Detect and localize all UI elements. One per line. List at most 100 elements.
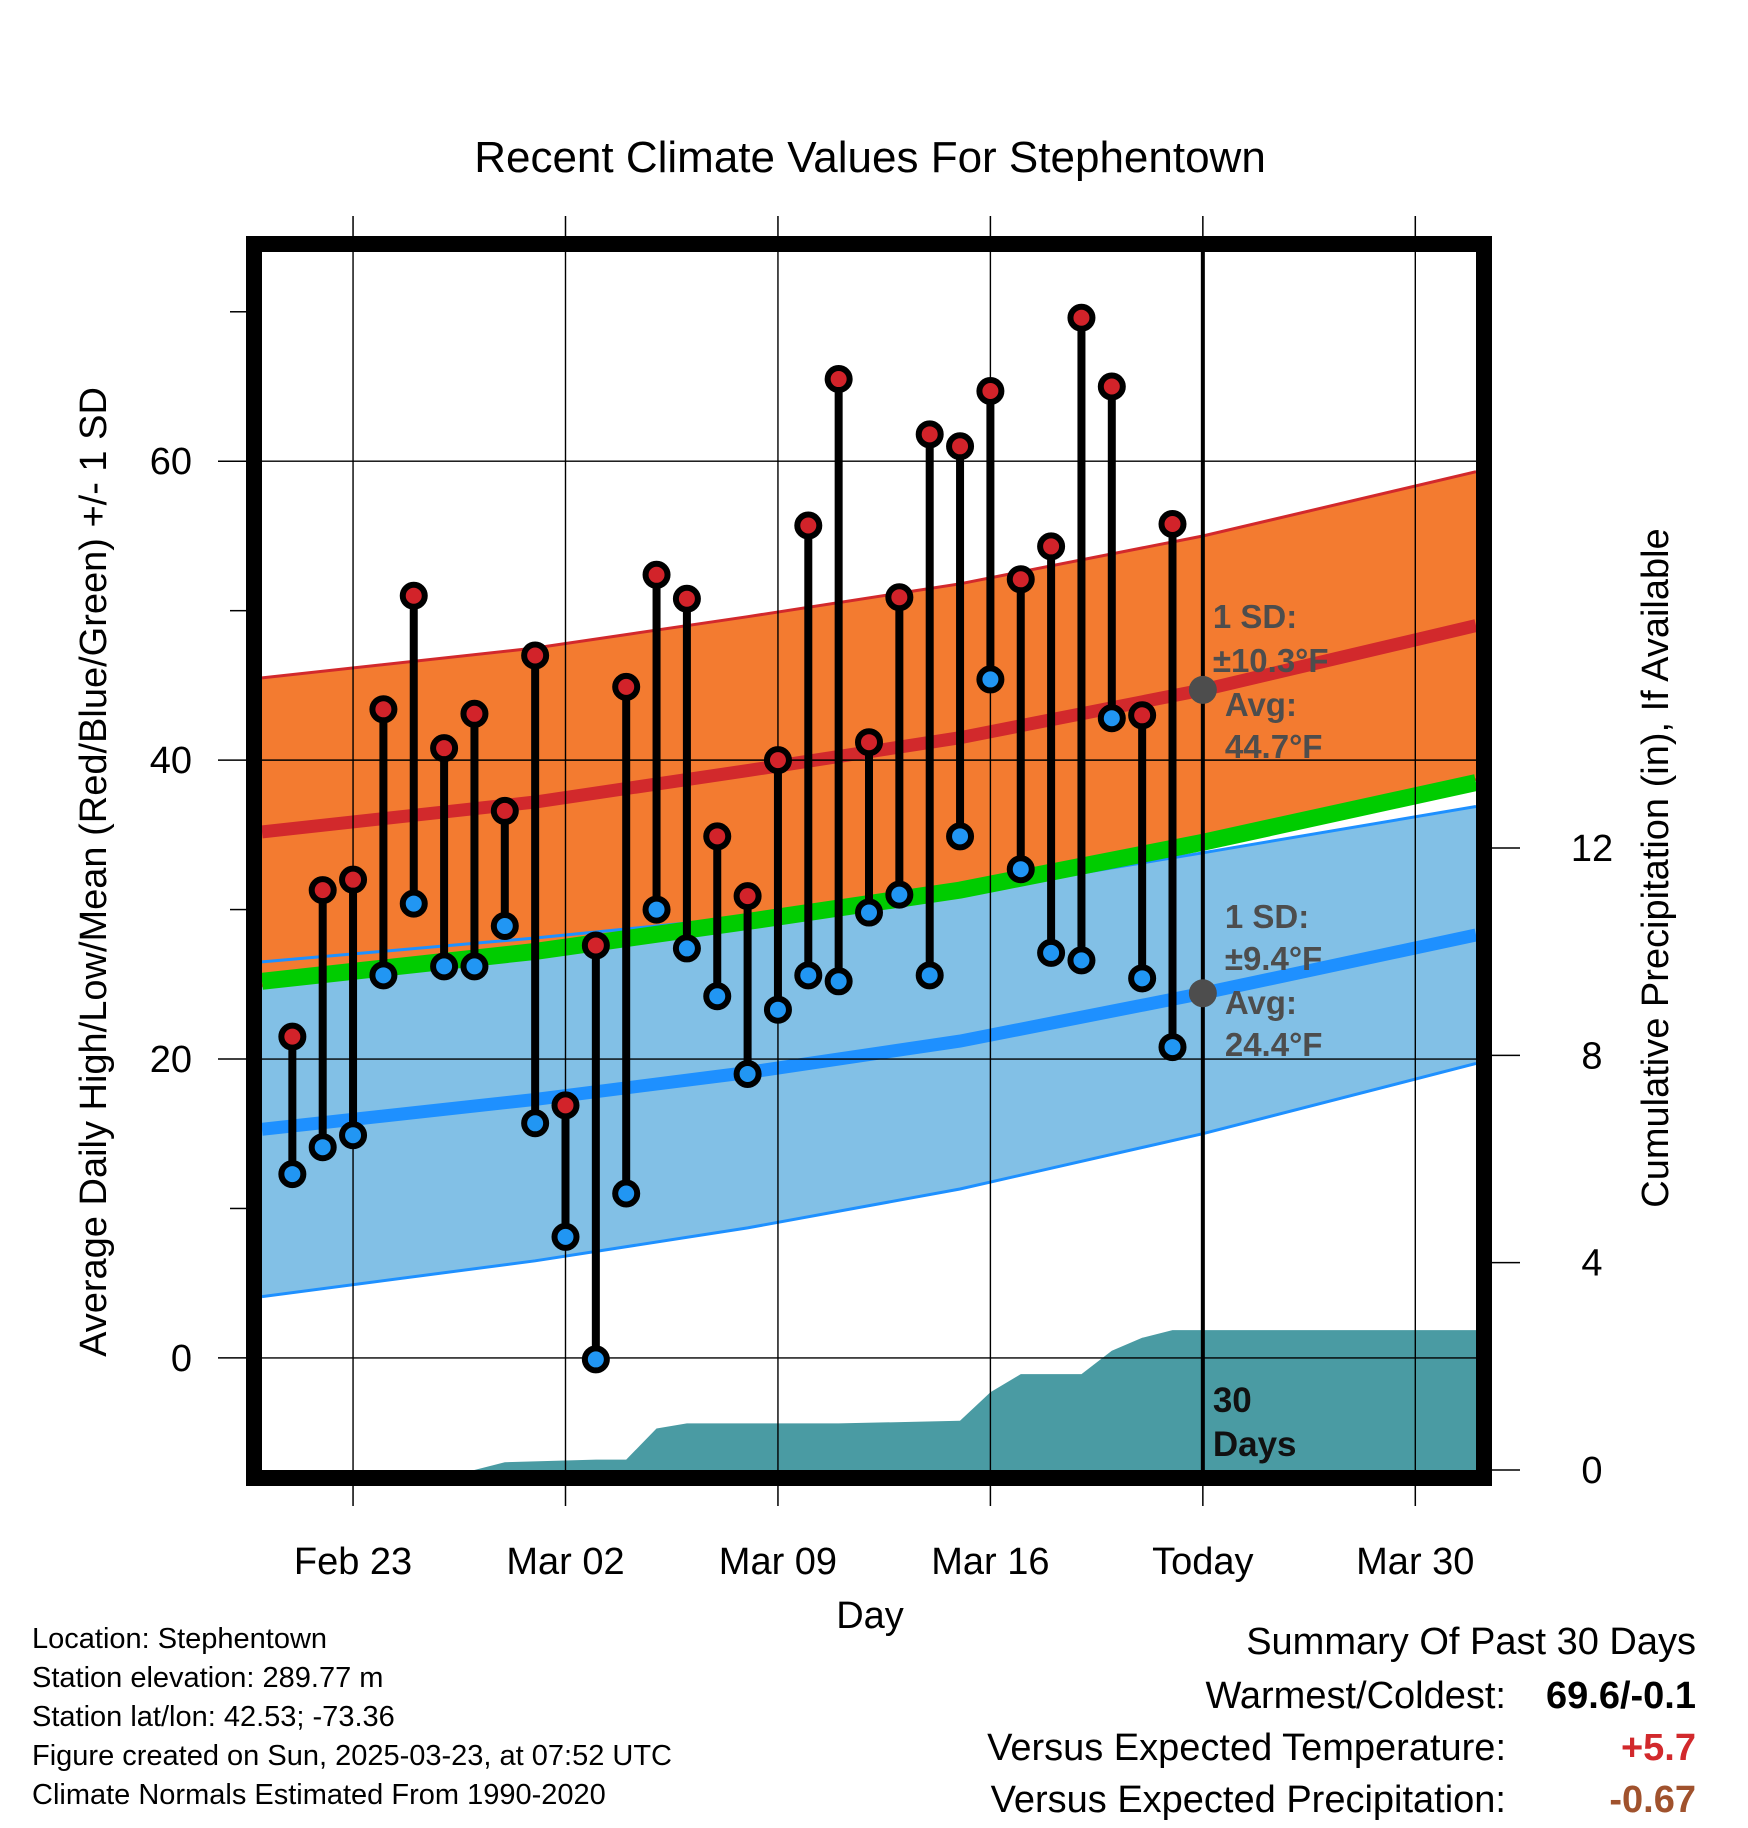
- high-band-upper-edge: [262, 470, 1476, 680]
- obs-high-point: [551, 1091, 580, 1120]
- obs-low-point: [672, 934, 701, 963]
- obs-high-point: [612, 672, 641, 701]
- obs-low-point: [794, 961, 823, 990]
- obs-low-point: [399, 889, 428, 918]
- obs-low-point: [885, 880, 914, 909]
- y-axis-label: Average Daily High/Low/Mean (Red/Blue/Gr…: [73, 387, 115, 1357]
- warmest-coldest-label: Warmest/Coldest:: [1205, 1675, 1506, 1717]
- obs-low-point: [1006, 855, 1035, 884]
- temp-departure-label: Versus Expected Temperature:: [987, 1727, 1506, 1769]
- obs-high-point: [946, 432, 975, 461]
- obs-high-point: [642, 560, 671, 589]
- obs-high-point: [308, 876, 337, 905]
- obs-low-point: [1158, 1033, 1187, 1062]
- x-axis-label: Day: [836, 1595, 904, 1637]
- temp-departure-row: Versus Expected Temperature: +5.7: [987, 1722, 1696, 1774]
- obs-low-point: [642, 895, 671, 924]
- obs-low-point: [460, 952, 489, 981]
- obs-low-point: [308, 1133, 337, 1162]
- obs-low-point: [430, 952, 459, 981]
- obs-high-point: [703, 822, 732, 851]
- obs-high-point: [490, 796, 519, 825]
- warmest-coldest-value: 69.6/-0.1: [1546, 1675, 1696, 1717]
- x-tick-label: Feb 23: [294, 1541, 412, 1583]
- low-sd-label: 1 SD:: [1225, 898, 1309, 935]
- obs-low-point: [946, 822, 975, 851]
- plot-content: [262, 252, 1476, 1470]
- obs-high-point: [794, 511, 823, 540]
- obs-high-point: [976, 376, 1005, 405]
- obs-low-point: [1128, 964, 1157, 993]
- x-tick-label: Mar 02: [506, 1541, 624, 1583]
- y2-tick-label: 12: [1571, 828, 1613, 870]
- low-band-lower-edge: [262, 1062, 1476, 1299]
- obs-high-point: [1128, 701, 1157, 730]
- y-tick-label: 0: [171, 1338, 192, 1380]
- high-avg-value: 44.7°F: [1225, 728, 1323, 765]
- high-sd-value: ±10.3°F: [1213, 642, 1329, 679]
- plot-frame: [246, 236, 1492, 1486]
- obs-high-point: [369, 695, 398, 724]
- obs-low-point: [763, 995, 792, 1024]
- precip-departure-value: -0.67: [1609, 1779, 1696, 1821]
- y2-tick-label: 4: [1581, 1243, 1602, 1285]
- obs-high-point: [1097, 372, 1126, 401]
- obs-high-point: [763, 746, 792, 775]
- summary-panel: Summary Of Past 30 Days Warmest/Coldest:…: [987, 1614, 1696, 1826]
- obs-high-point: [915, 420, 944, 449]
- obs-high-point: [1006, 565, 1035, 594]
- latlon-text: Station lat/lon: 42.53; -73.36: [32, 1701, 395, 1733]
- window-days-number: 30: [1213, 1381, 1252, 1420]
- x-tick-label: Today: [1152, 1541, 1253, 1583]
- obs-high-point: [672, 584, 701, 613]
- obs-high-point: [460, 699, 489, 728]
- obs-low-point: [976, 665, 1005, 694]
- obs-low-point: [1067, 946, 1096, 975]
- obs-low-point: [339, 1121, 368, 1150]
- low-avg-label: Avg:: [1225, 984, 1297, 1021]
- chart-title: Recent Climate Values For Stephentown: [474, 133, 1266, 182]
- elevation-text: Station elevation: 289.77 m: [32, 1662, 384, 1694]
- low-avg-value: 24.4°F: [1225, 1026, 1323, 1063]
- obs-low-point: [915, 961, 944, 990]
- obs-low-point: [1037, 938, 1066, 967]
- obs-high-point: [1067, 303, 1096, 332]
- y-tick-label: 40: [150, 740, 192, 782]
- summary-heading: Summary Of Past 30 Days: [1246, 1621, 1696, 1663]
- x-tick-label: Mar 30: [1356, 1541, 1474, 1583]
- low-sd-value: ±9.4°F: [1225, 940, 1322, 977]
- obs-low-point: [490, 912, 519, 941]
- normal-mean-line: [262, 774, 1476, 990]
- obs-low-point: [278, 1160, 307, 1189]
- y-tick-label: 60: [150, 441, 192, 483]
- station-info: Location: Stephentown Station elevation:…: [32, 1620, 672, 1815]
- obs-high-point: [733, 882, 762, 911]
- obs-high-point: [430, 734, 459, 763]
- obs-low-point: [703, 982, 732, 1011]
- location-text: Location: Stephentown: [32, 1623, 328, 1655]
- created-text: Figure created on Sun, 2025-03-23, at 07…: [32, 1740, 672, 1772]
- obs-low-point: [551, 1222, 580, 1251]
- precip-departure-row: Versus Expected Precipitation: -0.67: [987, 1774, 1696, 1826]
- normal-low-line: [262, 928, 1476, 1136]
- precip-area: [262, 1330, 1476, 1470]
- y2-tick-label: 8: [1581, 1035, 1602, 1077]
- obs-high-point: [278, 1022, 307, 1051]
- obs-high-point: [339, 865, 368, 894]
- obs-high-point: [581, 931, 610, 960]
- obs-high-point: [1037, 532, 1066, 561]
- x-tick-label: Mar 16: [931, 1541, 1049, 1583]
- obs-high-point: [1158, 509, 1187, 538]
- obs-low-point: [369, 961, 398, 990]
- today-high-avg-marker: [1188, 675, 1217, 704]
- y-tick-label: 20: [150, 1039, 192, 1081]
- obs-low-point: [733, 1059, 762, 1088]
- obs-high-point: [885, 583, 914, 612]
- high-sd-label: 1 SD:: [1213, 598, 1297, 635]
- y2-tick-label: 0: [1581, 1450, 1602, 1492]
- window-days-text: Days: [1213, 1425, 1297, 1464]
- obs-low-point: [1097, 704, 1126, 733]
- x-tick-label: Mar 09: [719, 1541, 837, 1583]
- obs-low-point: [521, 1109, 550, 1138]
